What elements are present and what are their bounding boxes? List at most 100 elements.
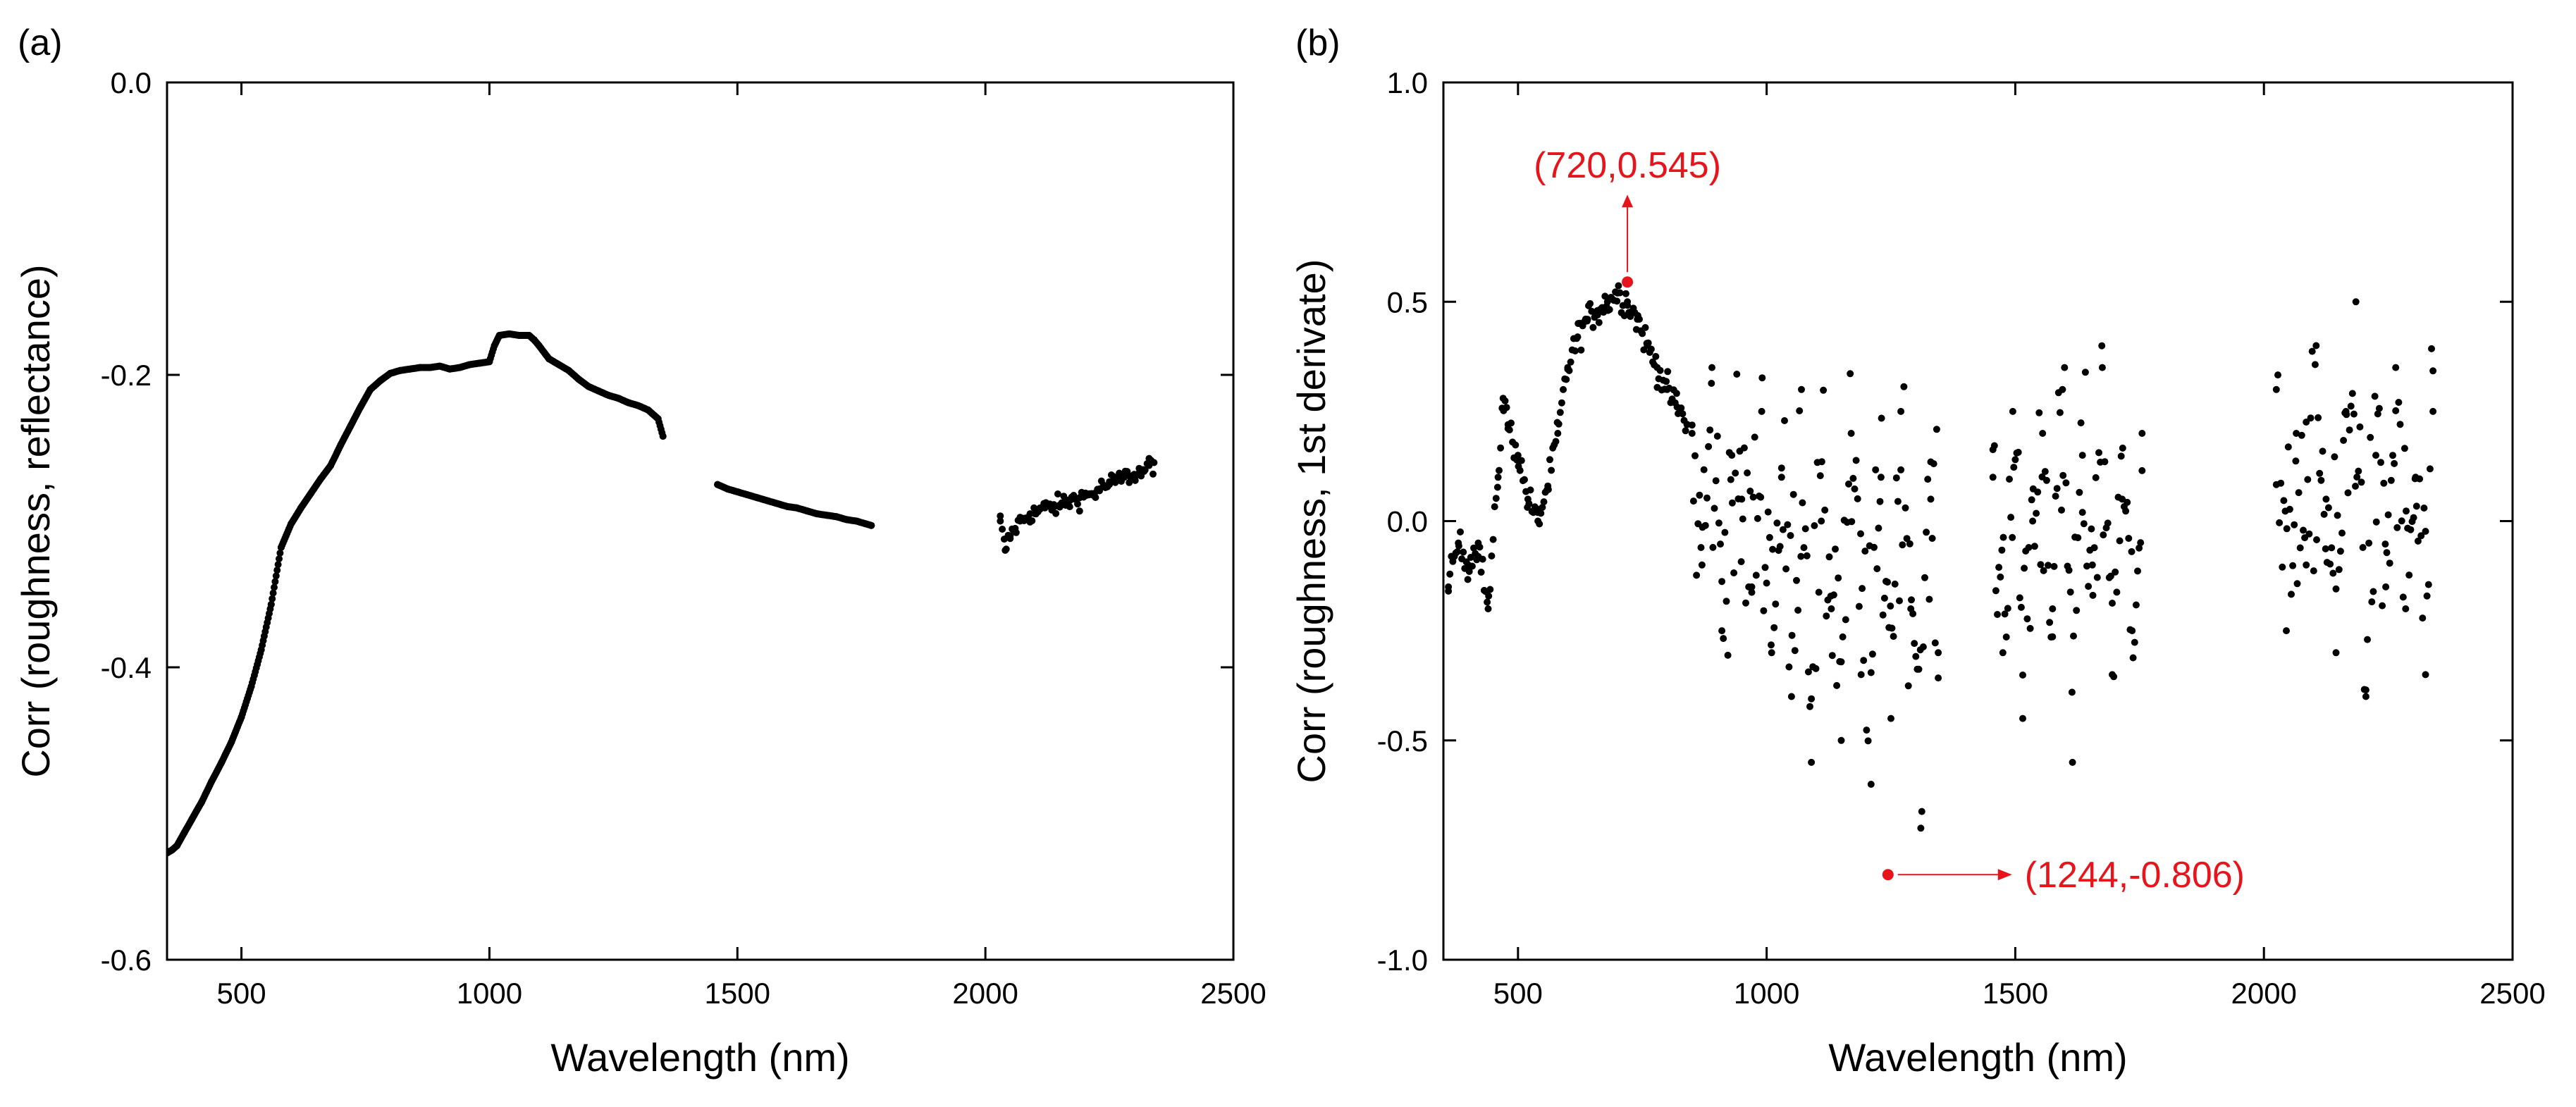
data-point [276,555,283,562]
data-point [2382,583,2390,590]
data-point [1781,417,1788,424]
data-point [714,481,722,488]
data-point [2405,571,2413,579]
data-point [2042,476,2050,484]
data-point [2347,402,2355,410]
data-point [1816,472,1824,480]
data-point [1717,540,1724,548]
data-point [1758,374,1766,382]
annotation-arrowhead [1622,194,1634,208]
annotation-label: (1244,-0.806) [2025,855,2245,896]
data-point [1614,289,1621,297]
data-point [1873,565,1881,573]
y-axis-label: Corr (roughness, reflectance) [13,264,58,777]
data-point [2387,476,2395,484]
data-point [1815,588,1823,596]
data-point [2277,479,2285,487]
data-point [1995,564,2003,571]
data-point [1028,517,1036,525]
plot-area [1445,282,2437,832]
data-point [2304,476,2312,483]
data-point [1574,333,1582,341]
data-point [1489,536,1497,543]
data-point [1445,583,1453,590]
data-point [1828,652,1836,660]
data-point [1897,466,1905,474]
data-point [1006,532,1014,540]
x-tick-label: 2500 [2479,977,2545,1010]
data-point [1887,715,1894,722]
data-point [1706,426,1714,434]
data-point [2298,431,2305,439]
data-point [2375,404,2383,412]
data-point [406,365,414,373]
data-point [2293,430,2300,437]
data-point [763,497,771,505]
data-point [274,561,282,569]
data-point [545,355,553,363]
data-point [1742,599,1749,607]
data-point [2292,457,2300,465]
data-point [1673,403,1681,411]
data-point [1804,668,1812,676]
chart-panel-a: (a) 500 1000 1500 2000 2500 -0.6 -0.4 -0.2 0.0 Wav… [13,23,1267,1080]
data-point [2310,567,2317,575]
data-point [822,512,830,519]
data-point [1558,399,1565,407]
data-point [2280,497,2288,505]
data-point [1933,426,1940,433]
data-point [1811,522,1818,529]
data-point [2009,533,2016,541]
x-tick-label: 500 [1493,977,1543,1010]
data-point [2320,510,2328,518]
data-point [1864,737,1872,745]
data-point [1739,515,1746,523]
data-point [1749,493,1757,501]
data-point [2403,507,2410,515]
data-point [1754,514,1761,522]
data-point [2138,466,2146,474]
data-point [347,422,355,430]
data-point [2396,421,2404,428]
data-point [2407,526,2415,533]
data-point [2331,453,2338,461]
data-point [2358,478,2365,486]
data-point [297,504,304,512]
data-point [1733,371,1741,378]
chart-panel-b: (b) 500 1000 1500 2000 2500 -1.0 -0.5 0.0 0.5 1.0 W… [1289,23,2546,1080]
data-point [1879,611,1887,619]
data-point [1758,407,1765,415]
data-point [2295,489,2303,497]
data-point [2128,548,2136,555]
data-point [1911,640,1918,648]
data-point [2398,517,2405,525]
data-point [2377,459,2384,466]
data-point [813,510,820,518]
data-point [2307,414,2315,422]
data-point [853,517,861,525]
data-point [1718,578,1726,586]
data-point [1900,383,1908,390]
data-point [2422,528,2429,535]
data-point [1903,535,1911,543]
data-point [1888,624,1896,632]
data-point [2049,605,2057,612]
data-point [271,583,278,591]
data-point [1556,409,1564,416]
data-point [2393,524,2401,531]
data-point [2355,467,2362,475]
data-point [2011,456,2019,464]
data-point [1724,651,1732,659]
data-point [1663,385,1671,393]
data-point [1091,490,1098,497]
data-point [1577,346,1585,354]
data-point [1679,410,1687,418]
data-point [2100,531,2107,539]
data-point [1516,466,1524,474]
data-point [2010,464,2018,471]
y-tick-label: -0.5 [1377,724,1428,757]
data-point [1589,323,1597,331]
data-point [2422,671,2429,679]
data-point [1803,552,1811,559]
data-point [2288,590,2295,598]
